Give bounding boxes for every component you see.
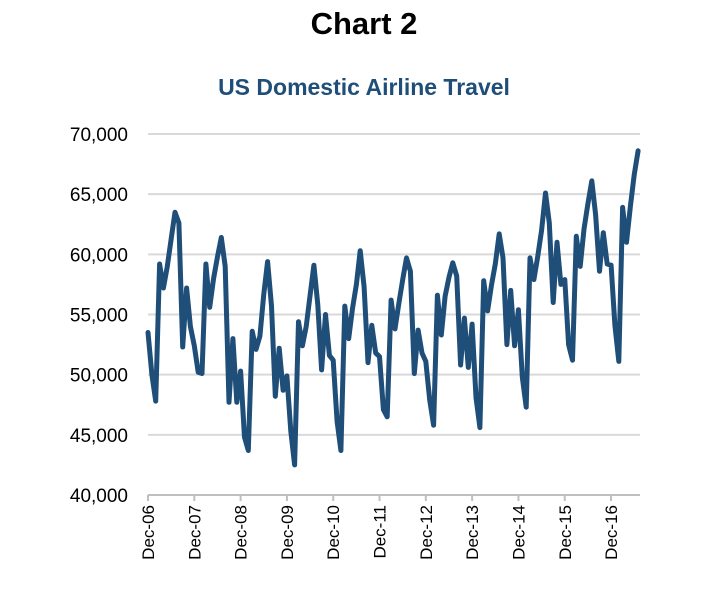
x-tick-label: Dec-12 xyxy=(417,505,436,560)
chart-heading: Chart 2 xyxy=(310,6,418,41)
x-tick-label: Dec-15 xyxy=(556,505,575,560)
x-tick-label: Dec-16 xyxy=(602,505,621,560)
y-tick-label: 65,000 xyxy=(70,185,128,206)
series-layer xyxy=(145,148,641,468)
y-tick-label: 45,000 xyxy=(70,426,128,447)
x-tick-label: Dec-07 xyxy=(185,505,204,560)
x-tick-label: Dec-09 xyxy=(278,505,297,560)
x-tick-label: Dec-10 xyxy=(324,505,343,560)
chart-title: US Domestic Airline Travel xyxy=(218,74,510,100)
x-tick-label: Dec-13 xyxy=(463,505,482,560)
y-tick-label: 60,000 xyxy=(70,245,128,266)
y-tick-label: 50,000 xyxy=(70,366,128,387)
x-tick-label: Dec-08 xyxy=(232,505,251,560)
y-tick-label: 70,000 xyxy=(70,125,128,146)
x-tick-label: Dec-11 xyxy=(371,505,390,559)
x-axis: Dec-06 Dec-07 Dec-08 Dec-09 Dec-10 Dec-11 Dec-… xyxy=(139,494,640,560)
y-axis: 40,000 45,000 50,000 55,000 60,000 65,000 70,0… xyxy=(70,125,128,507)
x-tick-label: Dec-14 xyxy=(509,505,528,560)
series-line xyxy=(145,148,641,468)
x-tick-label: Dec-06 xyxy=(139,505,158,560)
y-tick-label: 55,000 xyxy=(70,306,128,327)
y-tick-label: 40,000 xyxy=(70,486,128,507)
